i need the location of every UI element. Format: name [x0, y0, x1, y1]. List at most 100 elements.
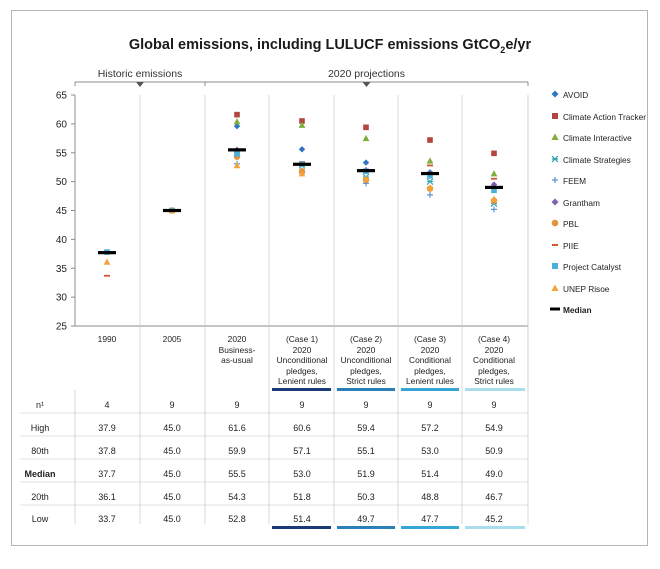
table-row-label: n¹ — [35, 400, 44, 410]
legend-item: Median — [550, 304, 658, 326]
x-category-label: 2020 Business-as-usual — [204, 334, 270, 366]
unep-risoe-point — [426, 184, 434, 191]
feem-point — [427, 191, 433, 198]
dash-icon — [552, 243, 558, 246]
climate-interactive-point — [298, 121, 306, 128]
piie-point — [491, 177, 497, 180]
x-category-line: (Case 2) — [349, 334, 383, 344]
table-cell: 51.9 — [357, 469, 375, 479]
median-mark — [293, 162, 311, 166]
square-icon — [552, 112, 558, 119]
x-category-line: 2020 — [292, 344, 312, 355]
table-cell: 9 — [491, 400, 497, 410]
y-tick-label: 45 — [56, 206, 68, 217]
climate-action-tracker-point — [234, 111, 240, 118]
group-label: 2020 projections — [328, 68, 405, 80]
unep-risoe-point — [233, 162, 241, 169]
x-category-line: Lenient rules — [406, 376, 454, 386]
median-icon — [550, 307, 560, 311]
legend-label: PIIE — [563, 240, 579, 251]
case-color-bar — [401, 526, 459, 529]
table-row-label: Low — [31, 514, 49, 524]
legend-item: PBL — [550, 218, 658, 240]
table-row-label: 20th — [31, 492, 49, 502]
diamond-icon — [551, 90, 559, 98]
table-cell: 45.2 — [485, 514, 503, 524]
table-cell: 9 — [299, 400, 305, 410]
legend-label: PBL — [563, 219, 579, 229]
median-mark — [163, 208, 181, 213]
climate-interactive-point — [490, 170, 498, 177]
project-catalyst-point — [427, 173, 433, 179]
case-color-bar — [465, 388, 525, 391]
triangle-icon — [551, 284, 559, 291]
legend-label: Climate Interactive — [563, 133, 632, 143]
x-category-line: as-usual — [221, 355, 253, 365]
legend-item: FEEM — [550, 175, 658, 197]
table-cell: 33.7 — [98, 514, 116, 524]
x-category-line: Business- — [218, 344, 256, 355]
legend-label: UNEP Risoe — [563, 283, 610, 294]
unep-risoe-point — [490, 195, 498, 202]
case-color-bar — [272, 526, 331, 529]
x-category-line: Unconditional — [340, 355, 392, 365]
legend-label: FEEM — [563, 176, 587, 186]
unep-risoe-point — [103, 258, 111, 265]
median-mark — [421, 171, 439, 176]
chart-title: Global emissions, including LULUCF emiss… — [128, 37, 532, 55]
table-cell: 60.6 — [293, 423, 311, 433]
asterisk-icon — [551, 155, 559, 162]
legend-item: Project Catalyst — [550, 261, 658, 283]
table-cell: 51.4 — [293, 514, 311, 524]
table-cell: 45.0 — [163, 514, 181, 524]
triangle-icon — [551, 133, 559, 140]
y-tick-label: 25 — [56, 322, 68, 333]
table-cell: 4 — [104, 400, 110, 410]
group-bracket-arrow — [362, 82, 371, 87]
y-tick-label: 40 — [56, 235, 68, 246]
table-cell: 45.0 — [163, 492, 181, 502]
y-tick-label: 60 — [56, 119, 68, 130]
legend-item: Climate Strategies — [550, 154, 658, 176]
table-cell: 54.3 — [228, 492, 246, 502]
table-cell: 61.6 — [228, 423, 246, 433]
table-cell: 48.8 — [421, 492, 439, 502]
median-mark — [357, 169, 375, 173]
square-icon — [552, 263, 558, 269]
table-cell: 50.3 — [357, 492, 375, 502]
table-cell: 47.7 — [421, 514, 439, 524]
table-cell: 55.1 — [357, 446, 375, 456]
avoid-point — [298, 146, 306, 153]
case-color-bar — [401, 388, 459, 391]
case-color-bar — [337, 526, 395, 529]
y-tick-label: 35 — [56, 264, 68, 275]
x-category-line: 1990 — [97, 334, 117, 344]
table-cell: 45.0 — [163, 446, 181, 456]
legend-item: Climate Interactive — [550, 132, 658, 154]
climate-action-tracker-point — [299, 118, 305, 124]
legend: AVOID Climate Action Tracker Climate Inter… — [550, 89, 658, 326]
table-cell: 53.0 — [421, 446, 439, 456]
table-cell: 51.4 — [421, 469, 439, 479]
table-cell: 59.4 — [357, 423, 375, 433]
project-catalyst-point — [491, 187, 497, 194]
table-cell: 45.0 — [163, 469, 181, 479]
x-category-label: (Case 4) 2020 Conditional pledges, Strict ru… — [461, 334, 527, 387]
x-category-line: 2005 — [162, 334, 182, 344]
legend-item: PIIE — [550, 240, 658, 262]
table-row-label: 80th — [31, 446, 49, 456]
x-category-line: 2020 — [356, 344, 376, 355]
x-category-line: Lenient rules — [278, 376, 326, 386]
piie-point — [427, 164, 433, 167]
diamond-icon — [551, 198, 559, 205]
case-color-bar — [272, 388, 331, 391]
median-mark — [485, 185, 503, 189]
x-category-line: 2020 — [227, 334, 247, 344]
x-category-label: (Case 2) 2020 Unconditional pledges, Strict … — [333, 334, 399, 387]
legend-label: AVOID — [563, 90, 589, 100]
case-color-bar — [465, 526, 525, 529]
table-cell: 36.1 — [98, 492, 116, 502]
table-cell: 53.0 — [293, 469, 311, 479]
table-cell: 37.7 — [98, 469, 116, 479]
climate-action-tracker-point — [427, 137, 433, 143]
